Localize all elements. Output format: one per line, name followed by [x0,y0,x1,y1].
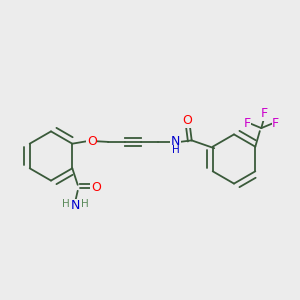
Text: H: H [62,199,70,209]
Text: F: F [243,117,250,130]
Text: N: N [170,135,180,148]
Text: O: O [87,135,97,148]
Text: O: O [182,114,192,128]
Text: H: H [81,199,89,209]
Text: F: F [261,107,268,120]
Text: F: F [272,117,279,130]
Text: O: O [91,181,100,194]
Text: H: H [172,145,179,155]
Text: N: N [70,199,80,212]
